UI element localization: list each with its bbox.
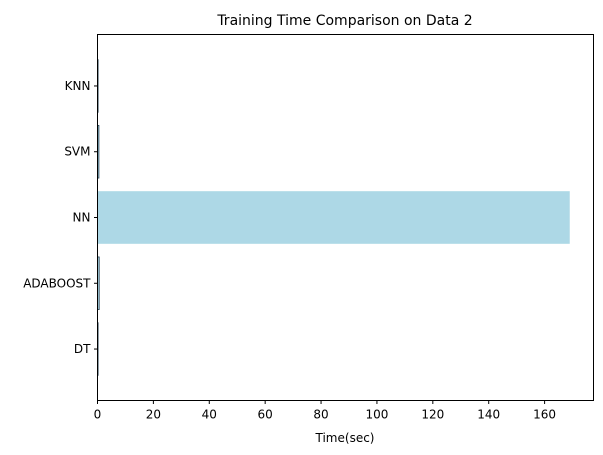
x-tick-label: 0 (94, 408, 102, 422)
x-tick-label: 120 (421, 408, 444, 422)
x-tick-label: 160 (533, 408, 556, 422)
y-tick-label: DT (74, 342, 91, 356)
y-tick-label: KNN (65, 79, 91, 93)
y-axis-ticks: DT ADABOOST NN SVM KNN (23, 79, 98, 356)
y-tick-label: ADABOOST (23, 276, 91, 290)
x-tick-label: 20 (146, 408, 161, 422)
y-tick-label: SVM (64, 145, 90, 159)
bars-group (97, 59, 570, 376)
x-tick-label: 80 (313, 408, 328, 422)
bar-nn (97, 191, 570, 244)
x-tick-label: 140 (477, 408, 500, 422)
x-axis-ticks: 0 20 40 60 80 100 120 140 160 (94, 400, 556, 422)
x-tick-label: 60 (258, 408, 273, 422)
plot-frame (97, 34, 594, 401)
x-tick-label: 40 (202, 408, 217, 422)
x-tick-label: 100 (365, 408, 388, 422)
chart-title: Training Time Comparison on Data 2 (216, 13, 472, 29)
x-axis-label: Time(sec) (315, 431, 375, 445)
y-tick-label: NN (73, 211, 91, 225)
